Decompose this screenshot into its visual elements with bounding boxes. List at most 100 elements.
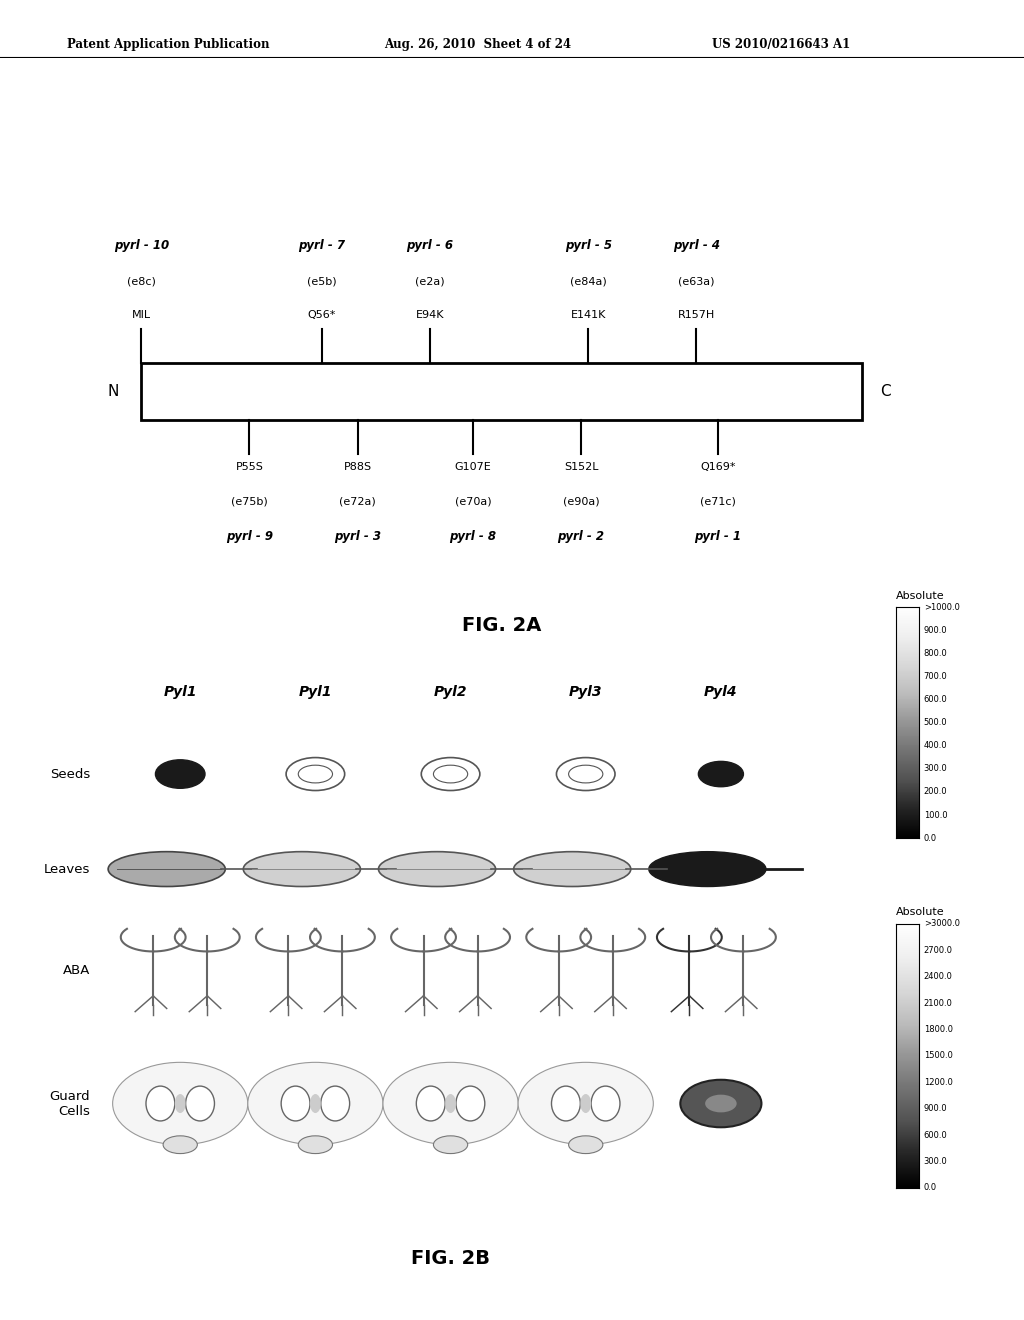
Text: MIL: MIL (132, 310, 151, 321)
Ellipse shape (113, 1063, 248, 1144)
Ellipse shape (163, 1135, 198, 1154)
Ellipse shape (156, 760, 205, 788)
Bar (141, 363, 862, 420)
Text: (e70a): (e70a) (455, 496, 492, 507)
Text: >3000.0: >3000.0 (924, 920, 959, 928)
Text: ABA: ABA (62, 964, 90, 977)
Text: (e63a): (e63a) (678, 276, 715, 286)
Ellipse shape (310, 1094, 321, 1113)
Text: pyrl - 9: pyrl - 9 (226, 531, 273, 544)
Ellipse shape (321, 1086, 349, 1121)
Text: (e90a): (e90a) (563, 496, 599, 507)
Text: 0.0: 0.0 (924, 1184, 937, 1192)
Text: (e8c): (e8c) (127, 276, 156, 286)
Text: 1500.0: 1500.0 (924, 1052, 952, 1060)
Text: 600.0: 600.0 (924, 1131, 947, 1139)
Text: 900.0: 900.0 (924, 1105, 947, 1113)
Text: 300.0: 300.0 (924, 764, 947, 774)
Text: 2400.0: 2400.0 (924, 973, 952, 981)
Ellipse shape (433, 766, 468, 783)
Text: FIG. 2B: FIG. 2B (411, 1249, 490, 1269)
Text: 800.0: 800.0 (924, 649, 947, 657)
Ellipse shape (383, 1063, 518, 1144)
Text: 900.0: 900.0 (924, 626, 947, 635)
Text: pyrl - 1: pyrl - 1 (694, 531, 741, 544)
Text: 500.0: 500.0 (924, 718, 947, 727)
Ellipse shape (706, 1094, 736, 1113)
Text: R157H: R157H (678, 310, 715, 321)
Text: pyrl - 3: pyrl - 3 (334, 531, 381, 544)
Text: Pyl2: Pyl2 (434, 685, 467, 698)
Text: 200.0: 200.0 (924, 788, 947, 796)
Text: pyrl - 8: pyrl - 8 (450, 531, 497, 544)
Text: >1000.0: >1000.0 (924, 603, 959, 611)
Ellipse shape (568, 1135, 603, 1154)
Text: E94K: E94K (416, 310, 444, 321)
Text: 0.0: 0.0 (924, 834, 937, 842)
Ellipse shape (421, 758, 480, 791)
Text: 300.0: 300.0 (924, 1158, 947, 1166)
Text: N: N (108, 384, 119, 399)
Ellipse shape (518, 1063, 653, 1144)
Ellipse shape (649, 851, 766, 887)
Text: Pyl1: Pyl1 (164, 685, 197, 698)
Text: (e72a): (e72a) (339, 496, 376, 507)
Text: Aug. 26, 2010  Sheet 4 of 24: Aug. 26, 2010 Sheet 4 of 24 (384, 38, 571, 51)
Text: pyrl - 4: pyrl - 4 (673, 239, 720, 252)
Text: Leaves: Leaves (44, 862, 90, 875)
Text: 1200.0: 1200.0 (924, 1078, 952, 1086)
Text: Patent Application Publication: Patent Application Publication (67, 38, 269, 51)
Ellipse shape (286, 758, 345, 791)
Ellipse shape (298, 766, 333, 783)
Text: Absolute: Absolute (896, 590, 944, 601)
Text: 2100.0: 2100.0 (924, 999, 952, 1007)
Text: Q56*: Q56* (307, 310, 336, 321)
Text: Absolute: Absolute (896, 907, 944, 917)
Ellipse shape (417, 1086, 445, 1121)
Ellipse shape (175, 1094, 185, 1113)
Text: (e75b): (e75b) (231, 496, 268, 507)
Ellipse shape (185, 1086, 214, 1121)
Ellipse shape (244, 851, 360, 887)
Text: pyrl - 6: pyrl - 6 (407, 239, 454, 252)
Text: 700.0: 700.0 (924, 672, 947, 681)
Text: Seeds: Seeds (50, 767, 90, 780)
Text: (e84a): (e84a) (570, 276, 606, 286)
Text: pyrl - 10: pyrl - 10 (114, 239, 169, 252)
Text: 2700.0: 2700.0 (924, 946, 952, 954)
Text: C: C (881, 384, 891, 399)
Text: US 2010/0216643 A1: US 2010/0216643 A1 (712, 38, 850, 51)
Text: P55S: P55S (236, 462, 263, 473)
Ellipse shape (379, 851, 496, 887)
Text: (e5b): (e5b) (307, 276, 336, 286)
Text: (e2a): (e2a) (415, 276, 444, 286)
Ellipse shape (556, 758, 615, 791)
Text: pyrl - 5: pyrl - 5 (565, 239, 611, 252)
Text: Pyl3: Pyl3 (569, 685, 602, 698)
Text: Q169*: Q169* (700, 462, 736, 473)
Ellipse shape (591, 1086, 620, 1121)
Text: (e71c): (e71c) (700, 496, 736, 507)
Text: 100.0: 100.0 (924, 810, 947, 820)
Ellipse shape (109, 851, 225, 887)
Ellipse shape (680, 1080, 762, 1127)
Text: S152L: S152L (564, 462, 598, 473)
Ellipse shape (282, 1086, 310, 1121)
Text: Pyl4: Pyl4 (705, 685, 737, 698)
Text: pyrl - 2: pyrl - 2 (557, 531, 604, 544)
Text: Guard
Cells: Guard Cells (49, 1089, 90, 1118)
Ellipse shape (552, 1086, 581, 1121)
Text: 1800.0: 1800.0 (924, 1026, 952, 1034)
Ellipse shape (456, 1086, 484, 1121)
Text: 600.0: 600.0 (924, 696, 947, 704)
Ellipse shape (514, 851, 631, 887)
Text: G107E: G107E (455, 462, 492, 473)
Text: pyrl - 7: pyrl - 7 (298, 239, 345, 252)
Ellipse shape (248, 1063, 383, 1144)
Ellipse shape (568, 766, 603, 783)
Ellipse shape (698, 762, 743, 787)
Ellipse shape (433, 1135, 468, 1154)
Ellipse shape (581, 1094, 591, 1113)
Ellipse shape (298, 1135, 333, 1154)
Ellipse shape (146, 1086, 175, 1121)
